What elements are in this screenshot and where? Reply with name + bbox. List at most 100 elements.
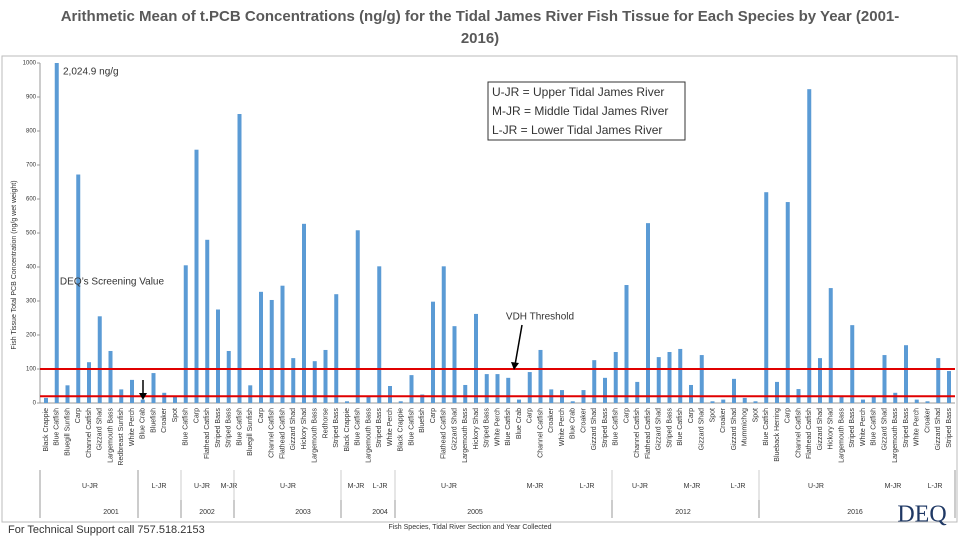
bar [936,358,941,403]
x-tick-label: Gizzard Shad [731,408,738,451]
bar [904,345,908,403]
x-tick-label: Blue Crab [570,408,577,439]
x-tick-label: Gizzard Shad [817,408,824,451]
x-tick-label: Largemouth Bass [892,408,899,463]
x-tick-label: Largemouth Bass [462,408,469,463]
bar [818,358,822,403]
x-tick-label: Blue Catfish [871,408,878,446]
x-tick-label: Redbreast Sunfish [118,408,125,466]
x-tick-label: Channel Catfish [537,408,544,458]
x-tick-label: Bluegill Sunfish [247,408,254,456]
x-tick-label: Hickory Shad [301,408,308,450]
section-label: U-JR [632,483,648,490]
bar [947,371,951,403]
bar [925,401,930,403]
bar [871,396,876,403]
x-tick-label: Carp [258,408,265,423]
section-label: U-JR [441,483,457,490]
y-tick-label: 1000 [23,61,37,67]
x-tick-label: Carp [193,408,200,423]
x-tick-label: Blue Catfish [613,408,620,446]
x-tick-label: Spot [752,408,759,422]
section-label: M-JR [885,483,902,490]
bar [474,313,478,403]
arrowhead [139,393,147,400]
x-tick-label: Croaker [720,407,727,433]
x-tick-label: Gizzard Shad [699,408,706,451]
x-tick-label: Striped Bass [946,408,953,448]
x-tick-label: Black Crappie [398,408,405,452]
x-tick-label: White Perch [387,408,394,446]
annotation: DEQ’s Screening Value [60,277,165,288]
section-label: M-JR [221,483,238,490]
bar [388,386,392,403]
bar [484,374,489,403]
section-label: L-JR [928,483,943,490]
section-label: M-JR [348,483,365,490]
x-tick-label: Carp [75,408,82,423]
bar [839,396,844,403]
y-tick-label: 400 [26,265,37,271]
bar [355,230,360,403]
bar [667,352,672,403]
x-tick-label: Gizzard Shad [451,408,458,451]
bar [216,309,220,403]
arrowhead [511,362,519,370]
x-tick-label: Gizzard Shad [935,408,942,451]
bar [140,399,145,403]
legend-text: M-JR = Middle Tidal James River [492,104,668,118]
bar [646,223,650,403]
bar [678,348,683,403]
bar [699,355,704,403]
bar [914,399,919,403]
x-tick-label: Carp [785,408,792,423]
bar [65,385,70,403]
bar [431,301,435,403]
bar [130,379,134,403]
year-label: 2016 [847,509,863,516]
bar [861,399,865,403]
x-tick-label: Largemouth Bass [838,408,845,463]
x-tick-label: Spot [172,408,179,422]
bar [323,349,328,403]
annotation: 2,024.9 ng/g [63,67,119,78]
bar [398,401,403,403]
x-tick-label: Blue Catfish [763,408,770,446]
bar [248,385,253,403]
x-tick-label: Striped Bass [666,408,673,448]
bar [721,399,726,403]
x-tick-label: Blue Catfish [408,408,415,446]
y-tick-label: 100 [26,367,37,373]
y-tick-label: 600 [26,197,37,203]
x-tick-label: Black Crappie [344,408,351,452]
x-tick-label: White Perch [129,408,136,446]
y-tick-label: 800 [26,129,37,135]
x-tick-label: Gizzard Shad [290,408,297,451]
bar [570,401,575,403]
x-tick-label: Hickory Shad [473,408,480,450]
bar [452,326,457,403]
bar [463,384,468,403]
bar [87,362,91,403]
year-label: 2012 [675,509,691,516]
bar [828,288,833,403]
x-tick-label: Striped Bass [602,408,609,448]
bar [689,384,693,403]
x-tick-label: Channel Catfish [634,408,641,458]
x-tick-label: Croaker [161,407,168,433]
x-tick-label: Channel Catfish [269,408,276,458]
bar [183,265,188,403]
x-tick-label: Blueback Herring [774,408,781,462]
x-tick-label: Gizzard Shad [656,408,663,451]
bar [302,223,306,403]
x-tick-label: Flathead Catfish [441,408,448,459]
bar [54,63,59,403]
y-tick-label: 500 [26,231,37,237]
x-tick-label: Largemouth Bass [107,408,114,463]
x-tick-label: Mummichog [742,408,749,446]
x-tick-label: Striped Bass [903,408,910,448]
bar [732,378,736,403]
bar [775,381,779,403]
frame [1,55,958,523]
x-tick-label: Carp [527,408,534,423]
